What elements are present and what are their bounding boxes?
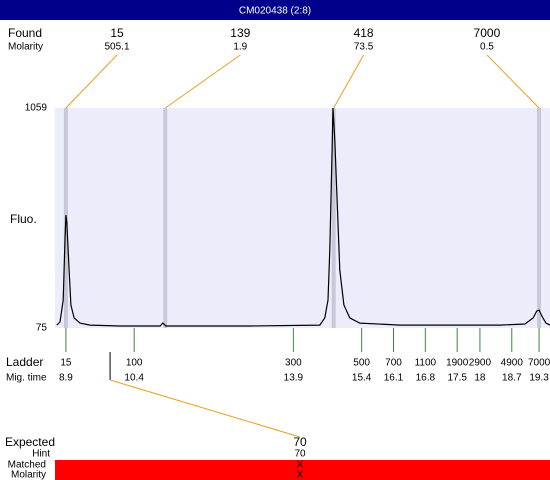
ladder-time: 17.5 [447, 373, 467, 384]
hint-label: Hint [32, 449, 50, 460]
peak-connector [65, 54, 118, 109]
ladder-time: 19.3 [529, 373, 549, 384]
ladder-time: 18 [474, 373, 486, 384]
ladder-time: 13.9 [284, 373, 304, 384]
y-axis-label: Fluo. [10, 212, 37, 226]
found-size: 15 [110, 26, 124, 40]
ladder-size: 15 [60, 358, 72, 369]
ladder-label: Ladder [6, 355, 43, 369]
found-size: 418 [354, 26, 374, 40]
ladder-time: 8.9 [59, 373, 73, 384]
ladder-time: 16.8 [416, 373, 436, 384]
y-tick-label: 75 [36, 323, 48, 334]
ladder-time: 16.1 [384, 373, 404, 384]
title-bar [0, 0, 550, 20]
ladder-time: 15.4 [352, 373, 372, 384]
ladder-size: 100 [126, 358, 143, 369]
expected-label: Expected [5, 435, 55, 449]
peak-marker [537, 108, 542, 328]
molarity-bottom-label: Molarity [11, 470, 46, 480]
ladder-size: 700 [385, 358, 402, 369]
expected-connector [109, 379, 301, 438]
peak-marker [163, 108, 168, 328]
molarity-value: X [297, 470, 304, 480]
peak-connector [486, 54, 540, 109]
peak-connector [164, 54, 241, 109]
found-molarity: 0.5 [480, 42, 494, 53]
ladder-size: 300 [285, 358, 302, 369]
molarity-label: Molarity [8, 42, 43, 53]
ladder-size: 1900 [446, 358, 469, 369]
found-label: Found [8, 26, 42, 40]
ladder-time: 18.7 [502, 373, 522, 384]
expected-value: 70 [293, 435, 307, 449]
y-tick-label: 1059 [25, 103, 48, 114]
found-molarity: 73.5 [354, 42, 374, 53]
ladder-size: 500 [353, 358, 370, 369]
ladder-size: 7000 [528, 358, 550, 369]
title: CM020438 (2:8) [239, 6, 311, 17]
found-size: 7000 [474, 26, 501, 40]
peak-marker [331, 108, 336, 328]
peak-connector [333, 54, 365, 109]
ladder-size: 4900 [501, 358, 524, 369]
matched-label: Matched [8, 460, 46, 471]
status-bar [55, 460, 550, 480]
plot-area [55, 108, 550, 328]
ladder-size: 1100 [415, 358, 437, 369]
hint-value: 70 [294, 449, 306, 460]
found-molarity: 1.9 [233, 42, 247, 53]
matched-value: X [297, 460, 304, 471]
found-molarity: 505.1 [104, 42, 129, 53]
found-size: 139 [230, 26, 250, 40]
trace [56, 107, 550, 327]
ladder-size: 2900 [469, 358, 492, 369]
mig-time-label: Mig. time [6, 373, 47, 384]
ladder-time: 10.4 [124, 373, 144, 384]
